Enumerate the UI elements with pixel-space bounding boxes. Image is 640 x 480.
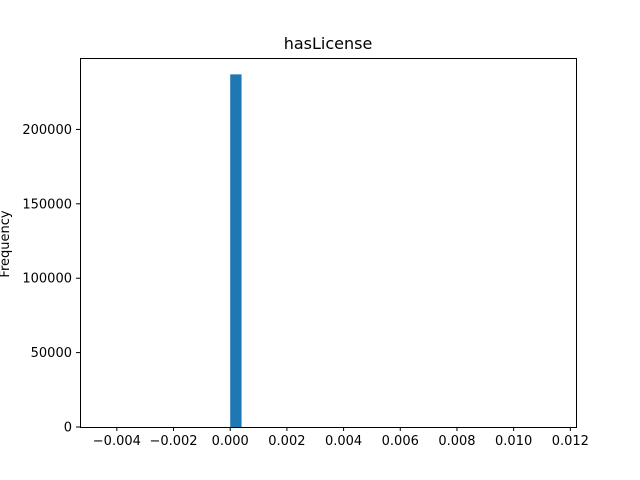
x-tick-label: 0.004: [325, 434, 362, 449]
bars-group: [230, 74, 242, 427]
y-axis-label: Frequency: [0, 210, 13, 277]
y-tick-label: 0: [64, 421, 72, 436]
chart-title: hasLicense: [284, 34, 373, 53]
histogram-bar-0: [230, 74, 242, 427]
y-axis-ticks: 0 50000 100000 150000 200000: [22, 123, 80, 436]
x-tick-label: 0.010: [495, 434, 532, 449]
y-tick-label: 200000: [22, 123, 72, 138]
plot-frame: [80, 58, 577, 428]
y-tick-label: 100000: [22, 272, 72, 287]
x-tick-label: 0.006: [382, 434, 419, 449]
x-tick-label: 0.002: [268, 434, 305, 449]
x-tick-label: −0.002: [149, 434, 197, 449]
y-tick-label: 150000: [22, 197, 72, 212]
x-tick-label: 0.008: [438, 434, 475, 449]
x-tick-label: 0.012: [552, 434, 589, 449]
x-axis-ticks: −0.004 −0.002 0.000 0.002 0.004 0.006 0.008 0.0…: [93, 427, 589, 449]
x-tick-label: −0.004: [93, 434, 141, 449]
x-tick-label: 0.000: [212, 434, 249, 449]
y-tick-label: 50000: [31, 346, 72, 361]
